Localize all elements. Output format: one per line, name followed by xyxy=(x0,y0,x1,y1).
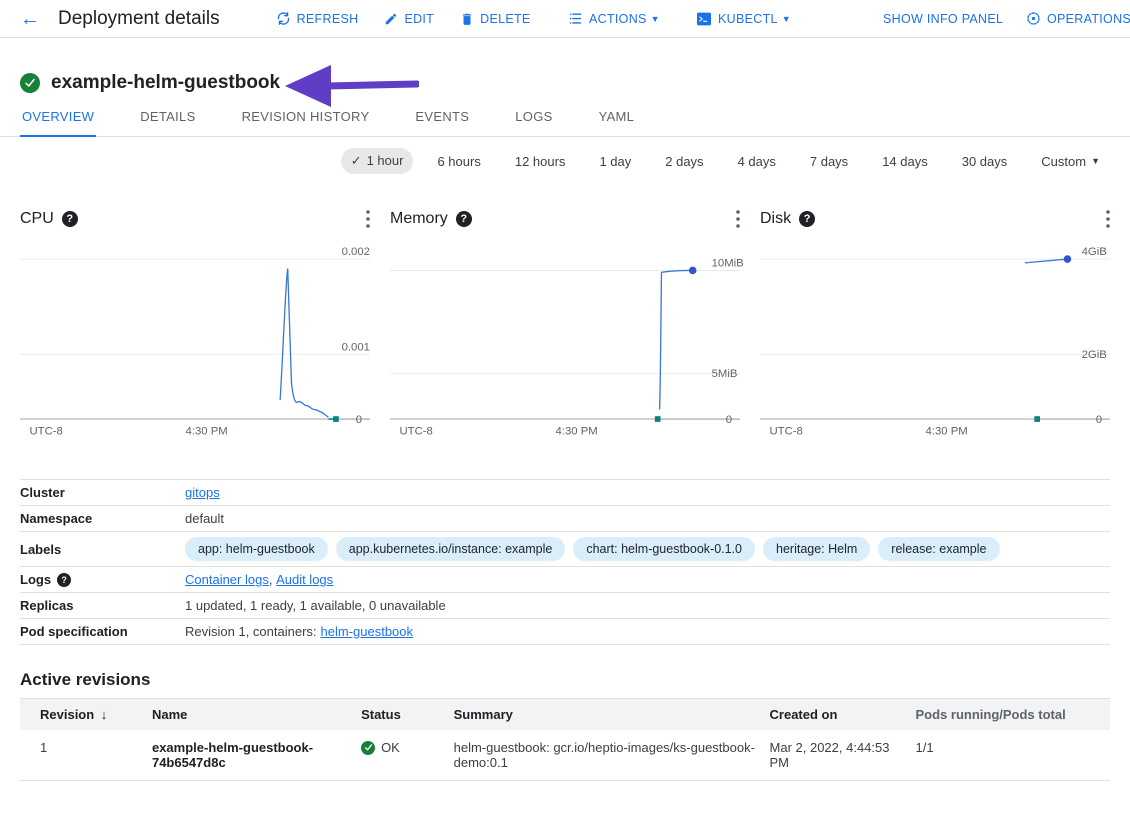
svg-text:4:30 PM: 4:30 PM xyxy=(186,425,228,437)
svg-text:UTC-8: UTC-8 xyxy=(399,425,432,437)
svg-text:0: 0 xyxy=(726,414,732,426)
svg-text:10MiB: 10MiB xyxy=(712,258,744,270)
svg-text:0: 0 xyxy=(1096,414,1102,426)
svg-text:4GiB: 4GiB xyxy=(1082,246,1107,258)
svg-text:4:30 PM: 4:30 PM xyxy=(556,425,598,437)
svg-text:0.002: 0.002 xyxy=(342,246,370,258)
svg-text:0: 0 xyxy=(356,414,362,426)
svg-text:UTC-8: UTC-8 xyxy=(769,425,802,437)
svg-text:2GiB: 2GiB xyxy=(1082,349,1107,361)
svg-text:UTC-8: UTC-8 xyxy=(29,425,62,437)
svg-text:0.001: 0.001 xyxy=(342,341,370,353)
svg-text:4:30 PM: 4:30 PM xyxy=(926,425,968,437)
svg-text:5MiB: 5MiB xyxy=(712,368,738,380)
